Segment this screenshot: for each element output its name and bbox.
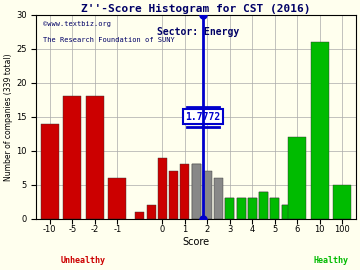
Bar <box>214 178 223 219</box>
Bar <box>225 198 234 219</box>
Bar <box>192 164 201 219</box>
Bar <box>270 198 279 219</box>
Bar <box>63 96 81 219</box>
Bar <box>248 198 257 219</box>
Bar <box>282 205 291 219</box>
Bar <box>248 198 257 219</box>
Bar <box>259 191 268 219</box>
Bar <box>86 96 104 219</box>
Bar <box>333 185 351 219</box>
Bar <box>237 198 246 219</box>
Bar <box>41 124 59 219</box>
Bar <box>311 42 329 219</box>
Bar <box>237 198 246 219</box>
Bar <box>259 191 268 219</box>
Bar <box>288 137 306 219</box>
Bar <box>192 164 201 219</box>
Text: ©www.textbiz.org: ©www.textbiz.org <box>43 21 111 27</box>
Bar <box>225 198 234 219</box>
Bar <box>135 212 144 219</box>
Bar <box>108 178 126 219</box>
Text: The Research Foundation of SUNY: The Research Foundation of SUNY <box>43 37 175 43</box>
Bar <box>270 198 279 219</box>
Text: Unhealthy: Unhealthy <box>61 256 106 265</box>
Title: Z''-Score Histogram for CST (2016): Z''-Score Histogram for CST (2016) <box>81 4 311 14</box>
Bar <box>282 205 291 219</box>
X-axis label: Score: Score <box>183 237 210 247</box>
Text: Healthy: Healthy <box>314 256 348 265</box>
Text: 1.7772: 1.7772 <box>185 112 220 122</box>
Bar <box>169 171 178 219</box>
Bar <box>158 158 167 219</box>
Text: Sector: Energy: Sector: Energy <box>157 27 239 37</box>
Bar <box>180 164 189 219</box>
Bar <box>147 205 156 219</box>
Y-axis label: Number of companies (339 total): Number of companies (339 total) <box>4 53 13 181</box>
Bar <box>203 171 212 219</box>
